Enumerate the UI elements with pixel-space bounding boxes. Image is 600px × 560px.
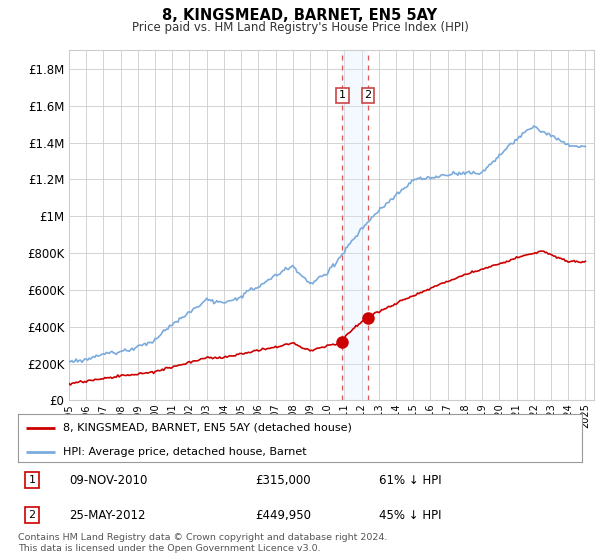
- Text: 45% ↓ HPI: 45% ↓ HPI: [379, 508, 442, 522]
- Text: Contains HM Land Registry data © Crown copyright and database right 2024.
This d: Contains HM Land Registry data © Crown c…: [18, 533, 388, 553]
- Text: 09-NOV-2010: 09-NOV-2010: [69, 474, 147, 487]
- Text: £449,950: £449,950: [255, 508, 311, 522]
- Text: 1: 1: [339, 90, 346, 100]
- Text: 2: 2: [29, 510, 35, 520]
- Text: 1: 1: [29, 475, 35, 485]
- Text: £315,000: £315,000: [255, 474, 311, 487]
- Text: 8, KINGSMEAD, BARNET, EN5 5AY: 8, KINGSMEAD, BARNET, EN5 5AY: [163, 8, 437, 24]
- Text: 61% ↓ HPI: 61% ↓ HPI: [379, 474, 442, 487]
- Text: 2: 2: [365, 90, 371, 100]
- Text: 8, KINGSMEAD, BARNET, EN5 5AY (detached house): 8, KINGSMEAD, BARNET, EN5 5AY (detached …: [63, 423, 352, 433]
- Text: HPI: Average price, detached house, Barnet: HPI: Average price, detached house, Barn…: [63, 446, 307, 456]
- Bar: [342, 50, 368, 400]
- Text: Price paid vs. HM Land Registry's House Price Index (HPI): Price paid vs. HM Land Registry's House …: [131, 21, 469, 34]
- Text: 25-MAY-2012: 25-MAY-2012: [69, 508, 145, 522]
